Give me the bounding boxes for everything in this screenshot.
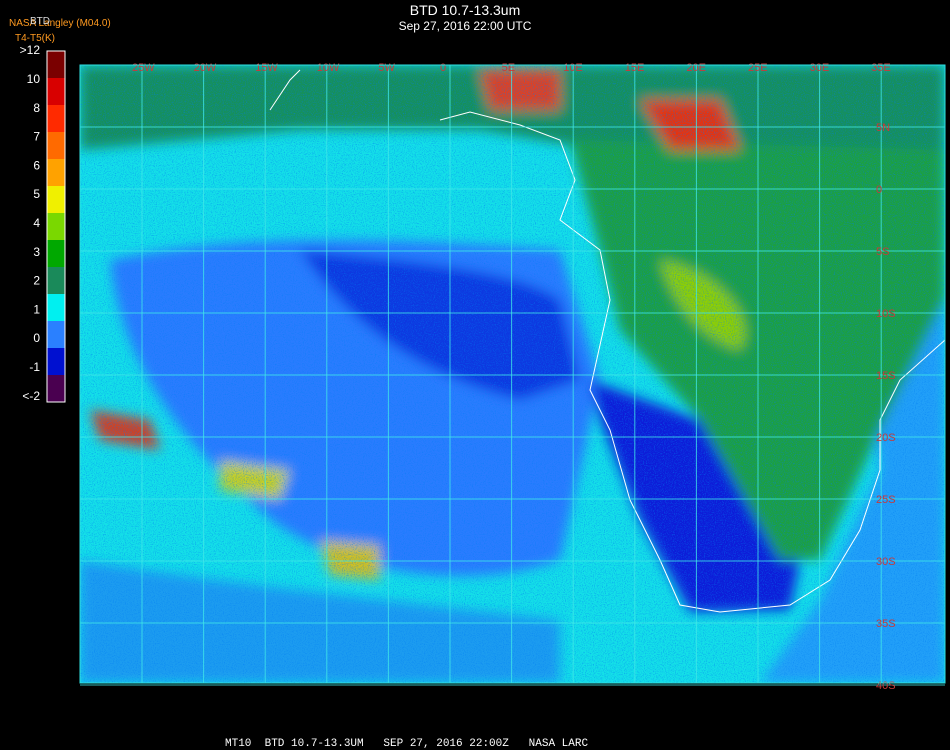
colorbar-swatch [47, 240, 65, 267]
colorbar-swatch [47, 375, 65, 402]
longitude-label: 10E [563, 62, 583, 74]
latitude-label: 15S [876, 370, 896, 382]
longitude-label: 5W [378, 62, 395, 74]
latitude-label: 20S [876, 432, 896, 444]
longitude-label: 15W [255, 62, 278, 74]
longitude-label: 30E [810, 62, 830, 74]
colorbar-label: 1 [33, 302, 40, 316]
colorbar-swatch [47, 294, 65, 321]
latitude-label: 30S [876, 556, 896, 568]
colorbar-label: 2 [33, 274, 40, 288]
latitude-label: 10S [876, 308, 896, 320]
colorbar-swatch [47, 186, 65, 213]
colorbar-swatch [47, 321, 65, 348]
longitude-label: 35E [871, 62, 891, 74]
map-frame [79, 64, 946, 684]
longitude-label: 25W [132, 62, 155, 74]
title: BTD 10.7-13.3um [410, 2, 521, 18]
subtitle: Sep 27, 2016 22:00 UTC [399, 19, 532, 33]
colorbar-label: 8 [33, 101, 40, 115]
longitude-label: 20W [194, 62, 217, 74]
longitude-label: 0 [440, 62, 446, 74]
units: T4-T5(K) [15, 33, 55, 44]
colorbar-label: >12 [20, 43, 41, 57]
colorbar-label: 6 [33, 158, 40, 172]
footer: MT10 BTD 10.7-13.3UM SEP 27, 2016 22:00Z… [225, 738, 588, 750]
latitude-label: 5N [876, 122, 890, 134]
latitude-label: 40S [876, 680, 896, 692]
colorbar-label: -1 [29, 360, 40, 374]
colorbar-swatch [47, 213, 65, 240]
source: NASA Langley (M04.0) [9, 18, 111, 29]
longitude-label: 20E [686, 62, 706, 74]
colorbar-swatch [47, 51, 65, 78]
colorbar-swatch [47, 78, 65, 105]
longitude-label: 25E [748, 62, 768, 74]
satellite-image [80, 65, 945, 683]
product: BTD [30, 16, 50, 27]
colorbar-label: 7 [33, 130, 40, 144]
colorbar-label: 0 [33, 331, 40, 345]
colorbar-frame [46, 50, 66, 403]
latitude-label: 5S [876, 246, 889, 258]
colorbar-label: 4 [33, 216, 40, 230]
longitude-label: 15E [625, 62, 645, 74]
latitude-label: 0 [876, 184, 882, 196]
longitude-label: 10W [317, 62, 340, 74]
colorbar-swatch [47, 348, 65, 375]
longitude-label: 5E [502, 62, 515, 74]
colorbar-label: <-2 [22, 389, 40, 403]
colorbar-label: 5 [33, 187, 40, 201]
latitude-label: 25S [876, 494, 896, 506]
colorbar-swatch [47, 132, 65, 159]
latitude-label: 35S [876, 618, 896, 630]
colorbar-swatch [47, 267, 65, 294]
colorbar-label: 10 [27, 72, 41, 86]
colorbar-swatch [47, 105, 65, 132]
colorbar-swatch [47, 159, 65, 186]
colorbar-label: 3 [33, 245, 40, 259]
